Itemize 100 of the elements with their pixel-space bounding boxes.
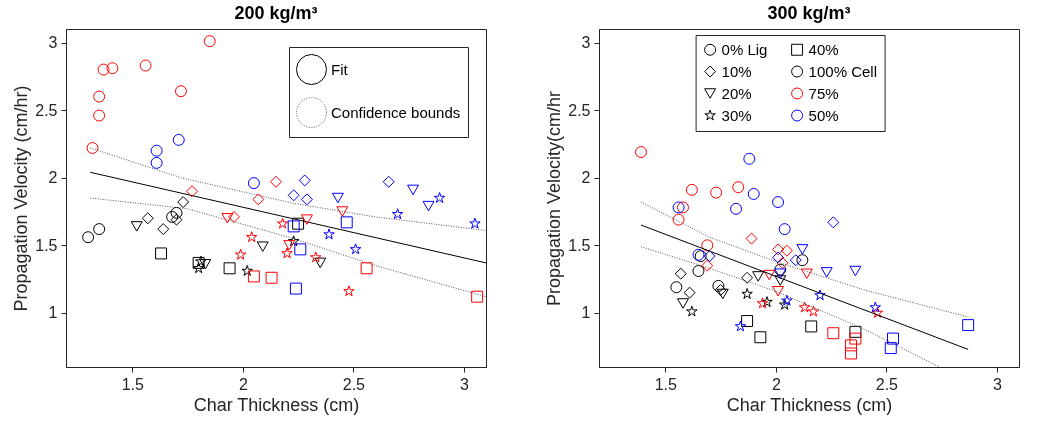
point bbox=[772, 196, 785, 209]
point bbox=[422, 200, 435, 212]
point bbox=[139, 59, 152, 72]
point bbox=[710, 186, 723, 199]
point bbox=[336, 206, 349, 217]
point bbox=[778, 298, 791, 310]
point bbox=[807, 305, 820, 317]
point bbox=[743, 152, 756, 165]
point bbox=[360, 262, 373, 275]
point bbox=[289, 282, 302, 295]
point bbox=[86, 142, 99, 154]
point bbox=[166, 210, 179, 223]
point bbox=[774, 263, 787, 276]
point bbox=[82, 231, 95, 244]
point bbox=[692, 265, 705, 277]
point bbox=[93, 90, 106, 103]
point bbox=[234, 248, 247, 260]
point bbox=[343, 285, 355, 297]
point bbox=[732, 181, 745, 194]
point bbox=[884, 342, 897, 355]
point bbox=[172, 133, 185, 146]
point bbox=[407, 184, 420, 196]
point bbox=[433, 192, 446, 203]
x-tick-label: 1.5 bbox=[654, 375, 678, 393]
y-tick-label: 1.5 bbox=[35, 236, 58, 254]
point bbox=[672, 201, 685, 214]
legend-label: Confidence bounds bbox=[331, 103, 461, 121]
point bbox=[287, 220, 300, 233]
point bbox=[241, 265, 253, 276]
point bbox=[300, 214, 313, 225]
x-axis-title: Char Thickness (cm) bbox=[726, 394, 893, 415]
point bbox=[174, 85, 187, 98]
legend-label: 0% Lig bbox=[721, 40, 768, 58]
point bbox=[716, 288, 729, 300]
point bbox=[276, 217, 289, 229]
point bbox=[247, 177, 260, 190]
line-series bbox=[640, 201, 969, 318]
point bbox=[827, 327, 840, 340]
point bbox=[323, 228, 335, 240]
point bbox=[752, 271, 765, 282]
legend-label: 40% bbox=[808, 40, 839, 58]
legend-label: 10% bbox=[721, 62, 752, 80]
point bbox=[871, 306, 884, 318]
point bbox=[820, 267, 833, 278]
point bbox=[796, 254, 809, 267]
point bbox=[340, 216, 353, 229]
point bbox=[772, 286, 785, 297]
point bbox=[672, 213, 685, 226]
point bbox=[869, 301, 882, 313]
point bbox=[97, 63, 110, 76]
point bbox=[798, 301, 811, 313]
x-tick-label: 1.5 bbox=[121, 375, 145, 393]
x-axis-title: Char Thickness (cm) bbox=[193, 394, 360, 415]
y-tick-label: 1 bbox=[48, 304, 58, 322]
x-tick-label: 3 bbox=[459, 375, 469, 393]
y-tick-label: 2.5 bbox=[35, 101, 58, 119]
point bbox=[774, 268, 787, 279]
x-tick-label: 2 bbox=[771, 375, 781, 393]
y-axis-title: Propagation Velocity (cm/hr) bbox=[11, 85, 32, 312]
line-series bbox=[89, 147, 487, 231]
point bbox=[685, 183, 698, 196]
point bbox=[256, 241, 269, 252]
legend-label: 30% bbox=[721, 106, 752, 124]
point bbox=[805, 320, 818, 333]
legend-label: Fit bbox=[331, 60, 349, 78]
point bbox=[763, 269, 776, 281]
y-tick-label: 1 bbox=[581, 304, 591, 322]
legend-label: 20% bbox=[721, 84, 752, 102]
point bbox=[781, 294, 793, 306]
point bbox=[701, 239, 714, 252]
point bbox=[349, 243, 362, 255]
point bbox=[741, 315, 754, 328]
point bbox=[730, 202, 743, 215]
point bbox=[331, 192, 344, 204]
point bbox=[635, 146, 647, 158]
point bbox=[221, 213, 234, 224]
y-tick-label: 3 bbox=[48, 34, 58, 52]
point bbox=[754, 331, 767, 344]
point bbox=[391, 208, 404, 220]
x-tick-label: 2 bbox=[238, 375, 248, 393]
point bbox=[761, 296, 773, 308]
point bbox=[849, 265, 862, 277]
point bbox=[310, 251, 322, 263]
legend-label: 50% bbox=[808, 106, 839, 124]
point bbox=[287, 235, 300, 247]
point bbox=[247, 270, 260, 283]
chart-title: 200 kg/m³ bbox=[234, 3, 318, 23]
chart-title: 300 kg/m³ bbox=[767, 3, 851, 23]
point bbox=[265, 271, 278, 284]
point bbox=[199, 259, 212, 270]
point bbox=[774, 275, 787, 286]
point bbox=[677, 201, 689, 214]
point bbox=[712, 279, 725, 292]
point bbox=[155, 247, 168, 260]
y-tick-label: 2 bbox=[48, 169, 58, 187]
x-tick-label: 2.5 bbox=[342, 375, 366, 393]
point bbox=[170, 206, 183, 219]
y-tick-label: 2 bbox=[581, 169, 591, 187]
point bbox=[845, 347, 857, 360]
point bbox=[283, 240, 296, 251]
